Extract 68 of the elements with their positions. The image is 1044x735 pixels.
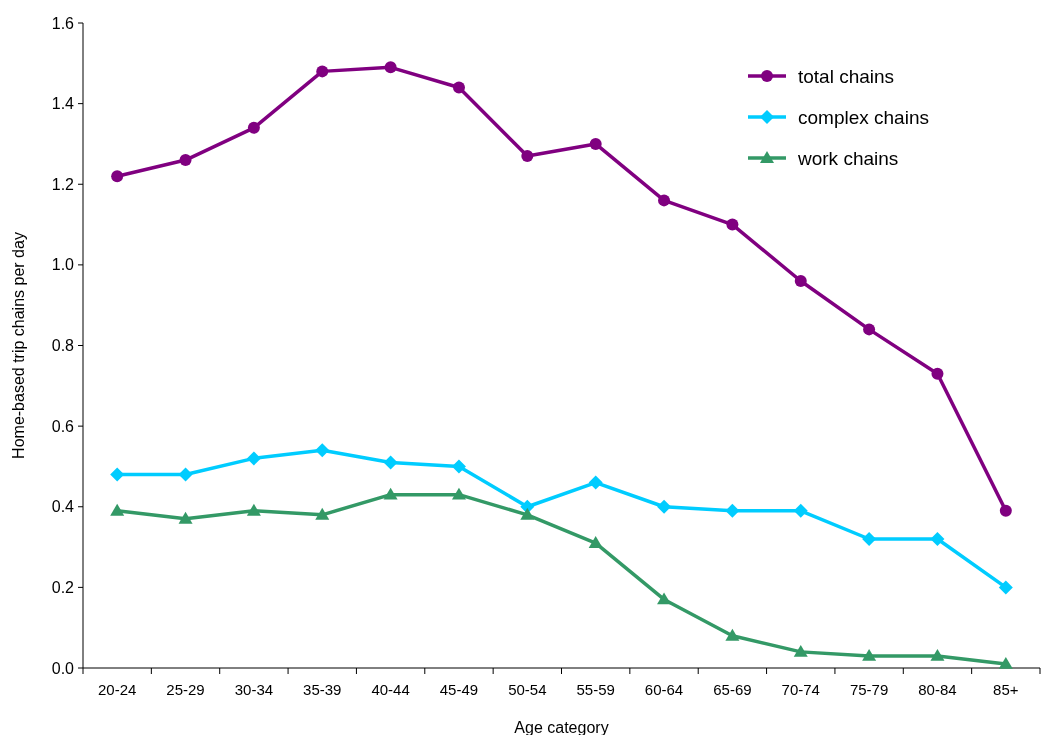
point [110,467,125,482]
point [930,532,945,546]
y-tick-label: 0.2 [51,578,75,596]
x-tick-label: 40-44 [371,681,410,698]
x-tick-label: 25-29 [166,681,205,698]
point [315,443,330,458]
point [521,150,534,163]
point [793,644,808,657]
point [246,451,261,466]
point [178,467,193,482]
point [793,503,808,518]
point [658,194,671,207]
point [794,275,807,287]
y-tick-label: 1.4 [51,95,75,113]
point [451,459,466,474]
point [452,81,465,94]
x-tick-label: 55-59 [576,681,615,698]
point [862,532,877,546]
y-axis-title: Home-based trip chains per day [10,232,27,459]
legend-label: total chains [798,65,895,87]
point [930,648,945,661]
point [588,475,603,490]
point [863,323,876,336]
y-tick-label: 1.6 [51,14,75,32]
point [383,487,398,500]
y-tick-label: 0.6 [51,417,75,435]
x-tick-label: 70-74 [781,681,820,698]
point [931,367,944,380]
x-tick-label: 45-49 [439,681,479,698]
point [384,61,397,74]
x-tick-label: 20-24 [97,681,137,698]
y-tick-label: 0.0 [51,659,75,677]
point [589,137,602,150]
point [588,536,603,548]
y-tick-label: 1.0 [51,256,75,274]
x-tick-label: 65-69 [713,681,752,698]
legend-label: work chains [797,147,899,169]
point [315,507,330,520]
point [657,499,672,514]
point [451,487,466,500]
x-tick-label: 85+ [993,681,1019,698]
point [520,507,535,520]
x-tick-label: 30-34 [234,681,274,698]
point [179,154,192,167]
point [862,648,877,661]
point [725,628,740,641]
x-tick-label: 80-84 [918,681,957,698]
legend-label: complex chains [798,106,929,128]
point [316,65,329,78]
point [726,218,739,231]
point [178,511,193,524]
point [725,503,740,518]
x-tick-label: 35-39 [303,681,342,698]
y-tick-label: 0.4 [51,498,75,516]
y-tick-label: 1.2 [51,175,75,193]
point [110,503,125,516]
point [247,121,260,134]
point [246,503,261,516]
point [998,656,1013,669]
point [383,455,398,470]
y-tick-label: 0.8 [51,337,75,355]
point [998,580,1013,595]
point [999,504,1012,517]
point [111,170,124,183]
x-tick-label: 75-79 [849,681,889,698]
point [657,592,672,605]
x-tick-label: 60-64 [644,681,684,698]
x-tick-label: 50-54 [508,681,547,698]
